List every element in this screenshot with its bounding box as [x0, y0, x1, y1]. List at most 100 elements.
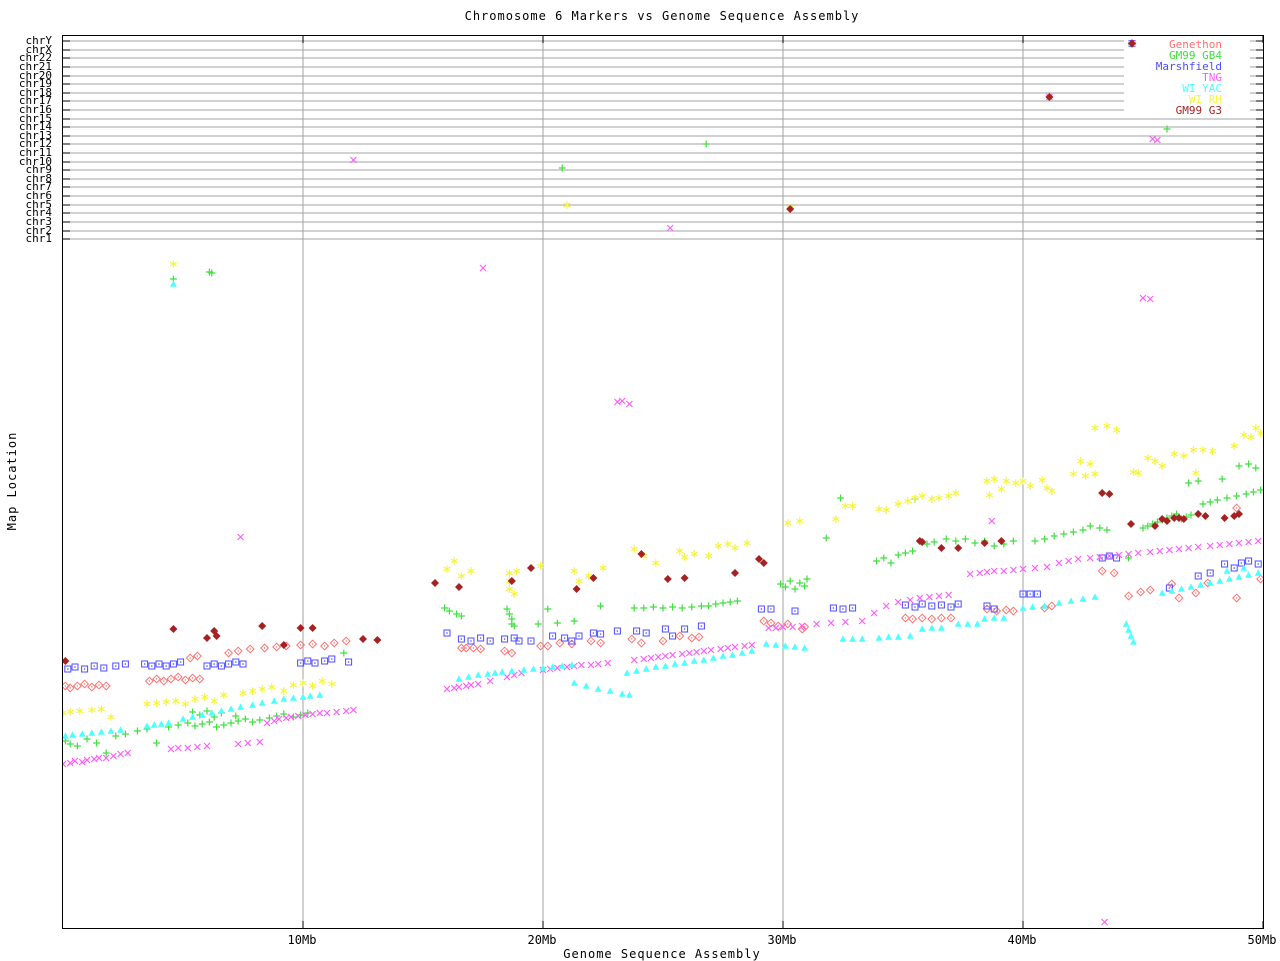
data-point [145, 676, 154, 686]
data-point [1134, 549, 1142, 557]
data-point [1143, 453, 1152, 463]
data-point [455, 675, 463, 682]
data-point [1043, 563, 1051, 571]
data-point [633, 667, 640, 674]
data-point [642, 629, 650, 637]
data-point [169, 625, 178, 633]
data-point [1097, 566, 1107, 576]
data-point [577, 661, 586, 669]
data-point [1220, 514, 1229, 522]
data-point [649, 602, 658, 612]
data-point [152, 674, 161, 684]
data-point [788, 623, 797, 631]
data-point [633, 627, 641, 635]
chromosome-label-chr9: chr9 [25, 163, 53, 176]
data-point [328, 655, 336, 663]
data-point [716, 645, 725, 653]
data-point [327, 679, 336, 689]
data-point [158, 720, 165, 727]
data-point [678, 650, 686, 658]
data-point [97, 704, 106, 714]
data-point [1232, 593, 1241, 603]
data-point [219, 690, 228, 700]
data-point [165, 719, 172, 726]
data-point [575, 576, 583, 586]
data-point [1240, 564, 1248, 571]
data-point [908, 614, 917, 624]
data-point [1256, 574, 1263, 584]
data-point [723, 539, 732, 549]
data-point [443, 564, 451, 574]
data-point [1102, 525, 1112, 535]
data-point [66, 707, 75, 717]
chromosome-label-chr18: chr18 [18, 86, 52, 99]
data-point [917, 613, 927, 623]
data-point [594, 660, 602, 668]
data-point [661, 652, 670, 660]
data-point [839, 635, 847, 642]
data-point [1091, 469, 1099, 479]
data-point [467, 566, 475, 576]
plot-area: Genethon GM99 GB4 Marshfield TNG WI YAC WI RH… [62, 35, 1264, 929]
data-point [764, 624, 773, 632]
data-point [1009, 566, 1018, 574]
data-point [210, 660, 218, 668]
data-point [836, 493, 845, 503]
data-point [1041, 602, 1048, 609]
data-point [443, 685, 451, 693]
data-point [927, 614, 937, 624]
data-point [81, 665, 89, 673]
data-point [159, 676, 169, 686]
data-point [675, 631, 685, 641]
data-point [226, 718, 236, 728]
legend-item-gm99-gb4: GM99 GB4 [1127, 39, 1248, 61]
data-point [1254, 537, 1262, 545]
data-point [227, 705, 235, 712]
data-point [202, 706, 212, 716]
data-point [258, 684, 267, 694]
data-point [762, 640, 770, 647]
data-point [100, 664, 108, 672]
data-point [1222, 493, 1232, 503]
chromosome-label-chr10: chr10 [18, 155, 52, 168]
data-point [1146, 295, 1154, 303]
data-point [73, 681, 82, 691]
legend-label: Marshfield [1155, 60, 1222, 73]
data-point [1033, 590, 1041, 598]
chromosome-label-chr20: chr20 [18, 69, 52, 82]
data-point [894, 633, 902, 640]
data-point [289, 680, 298, 690]
data-point [1026, 481, 1035, 491]
data-point [692, 648, 701, 656]
data-point [687, 633, 697, 643]
data-point [1078, 525, 1088, 535]
chromosome-label-chr5: chr5 [25, 198, 53, 211]
data-point [258, 699, 266, 706]
data-point [918, 600, 926, 608]
data-point [694, 632, 704, 642]
data-point [668, 602, 677, 612]
data-point [935, 592, 943, 600]
data-point [711, 599, 720, 609]
data-point [1216, 577, 1224, 584]
data-point [599, 563, 607, 573]
data-point [316, 709, 324, 717]
data-point [279, 686, 288, 696]
data-point [652, 663, 660, 670]
data-point [822, 533, 831, 543]
data-point [903, 496, 912, 506]
data-point [244, 739, 252, 747]
data-point [654, 653, 662, 661]
data-point [671, 660, 679, 667]
data-point [613, 627, 621, 635]
data-point [1009, 606, 1018, 616]
data-point [1254, 569, 1262, 576]
data-point [520, 666, 528, 673]
data-point [193, 743, 201, 751]
data-point [1055, 599, 1063, 606]
data-point [501, 635, 509, 643]
data-point [241, 714, 250, 724]
data-point [339, 648, 348, 658]
data-point [729, 651, 736, 658]
data-point [841, 501, 850, 511]
